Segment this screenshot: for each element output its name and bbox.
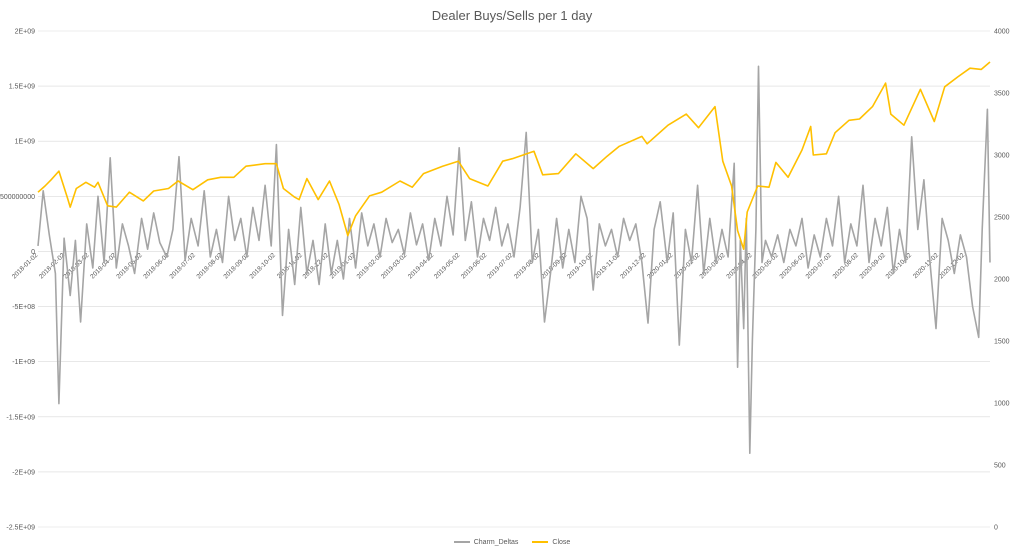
legend-label-close: Close xyxy=(552,538,571,546)
x-tick-label: 2019-03-02 xyxy=(380,252,409,281)
legend-swatch-charm-deltas xyxy=(453,541,470,543)
x-tick-label: 2018-01-02 xyxy=(11,252,40,281)
y-left-tick-label: -2.5E+09 xyxy=(6,525,35,532)
x-tick-label: 2019-08-02 xyxy=(513,252,542,281)
x-tick-label: 2018-10-02 xyxy=(249,252,278,281)
legend-item-charm-deltas: Charm_Deltas xyxy=(453,538,519,546)
y-left-tick-label: 1.5E+09 xyxy=(9,84,35,91)
x-tick-label: 2019-07-02 xyxy=(486,252,515,281)
y-right-tick-label: 3000 xyxy=(994,153,1010,160)
series-line-charm-deltas xyxy=(37,65,991,455)
series-line-close xyxy=(37,61,991,250)
y-left-tick-label: -2E+09 xyxy=(12,469,35,476)
y-right-tick-label: 4000 xyxy=(994,29,1010,36)
x-tick-label: 2020-09-02 xyxy=(859,252,888,281)
legend-swatch-close xyxy=(532,541,549,543)
y-right-tick-label: 2500 xyxy=(994,215,1010,222)
x-tick-label: 2019-04-02 xyxy=(407,252,436,281)
x-tick-label: 2020-11-02 xyxy=(912,252,940,280)
y-left-tick-label: -1E+09 xyxy=(12,359,35,366)
y-right-tick-label: 0 xyxy=(994,525,998,532)
y-right-tick-label: 1000 xyxy=(994,401,1010,408)
y-right-tick-label: 2000 xyxy=(994,277,1010,284)
y-left-tick-label: -5E+08 xyxy=(12,304,35,311)
x-tick-label: 2018-07-02 xyxy=(168,252,197,281)
legend-label-charm-deltas: Charm_Deltas xyxy=(473,538,519,546)
y-left-tick-label: 2E+09 xyxy=(15,29,36,36)
x-tick-label: 2020-10-02 xyxy=(885,252,914,281)
y-right-tick-label: 3500 xyxy=(994,91,1010,98)
x-tick-label: 2019-05-02 xyxy=(433,252,462,281)
y-left-tick-label: 0 xyxy=(31,249,35,256)
y-right-tick-label: 500 xyxy=(994,463,1006,470)
y-left-tick-label: -1.5E+09 xyxy=(6,414,35,421)
x-tick-label: 2018-05-02 xyxy=(115,252,144,281)
x-tick-label: 2020-02-02 xyxy=(673,252,702,281)
x-tick-label: 2019-06-02 xyxy=(460,252,489,281)
y-left-tick-label: 1E+09 xyxy=(15,139,36,146)
legend-item-close: Close xyxy=(532,539,570,546)
legend: Charm_Deltas Close xyxy=(0,538,1024,546)
x-tick-label: 2020-12-02 xyxy=(938,252,967,281)
y-right-tick-label: 1500 xyxy=(994,339,1010,346)
y-left-tick-label: 500000000 xyxy=(0,194,35,201)
chart-title: Dealer Buys/Sells per 1 day xyxy=(431,8,593,23)
